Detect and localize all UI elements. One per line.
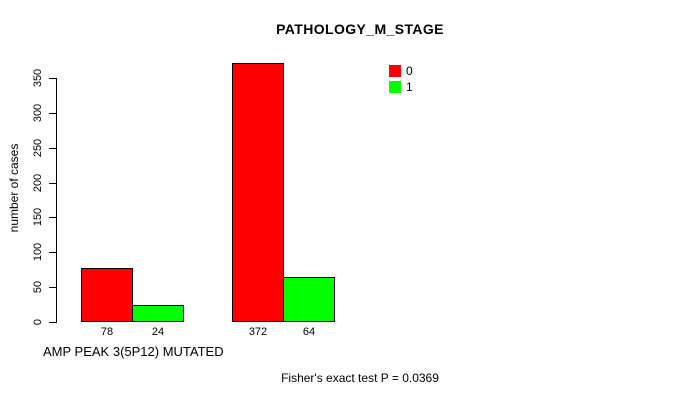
- y-axis-line: [56, 78, 57, 323]
- y-axis-tick: [49, 182, 56, 184]
- y-tick-label: 250: [32, 138, 44, 157]
- y-tick-label: 350: [32, 68, 44, 88]
- legend-item-0: 0: [389, 64, 413, 78]
- y-tick-label: 50: [32, 281, 44, 294]
- bar-series-0-group-2: [232, 62, 284, 322]
- y-axis-tick: [49, 287, 56, 289]
- y-tick-label: 300: [32, 103, 44, 123]
- legend-item-1: 1: [389, 80, 413, 94]
- x-axis-label: AMP PEAK 3(5P12) MUTATED: [43, 344, 224, 359]
- stat-annotation: Fisher's exact test P = 0.0369: [281, 371, 439, 385]
- chart-title: PATHOLOGY_M_STAGE: [276, 21, 444, 37]
- y-axis-label: number of cases: [7, 143, 21, 233]
- y-axis-tick: [49, 252, 56, 254]
- legend-swatch-0: [389, 65, 401, 77]
- y-axis-tick: [49, 217, 56, 219]
- y-tick-label: 100: [32, 243, 44, 262]
- y-axis-tick: [49, 147, 56, 149]
- bar-series-0-group-1: [81, 267, 133, 322]
- legend-swatch-1: [389, 81, 401, 93]
- bar-value-label: 64: [302, 326, 316, 338]
- y-tick-label: 0: [32, 318, 44, 326]
- y-axis-tick: [49, 78, 56, 79]
- bar-series-1-group-1: [132, 305, 184, 322]
- y-tick-label: 200: [32, 173, 44, 192]
- bar-value-label: 24: [151, 326, 165, 338]
- y-axis-tick: [49, 322, 56, 323]
- bar-value-label: 372: [248, 326, 268, 338]
- legend-label: 0: [406, 64, 413, 78]
- y-tick-label: 150: [32, 208, 44, 227]
- bar-series-1-group-2: [283, 277, 335, 322]
- bar-value-label: 78: [100, 326, 114, 338]
- y-axis-tick: [49, 112, 56, 114]
- legend-label: 1: [406, 80, 413, 94]
